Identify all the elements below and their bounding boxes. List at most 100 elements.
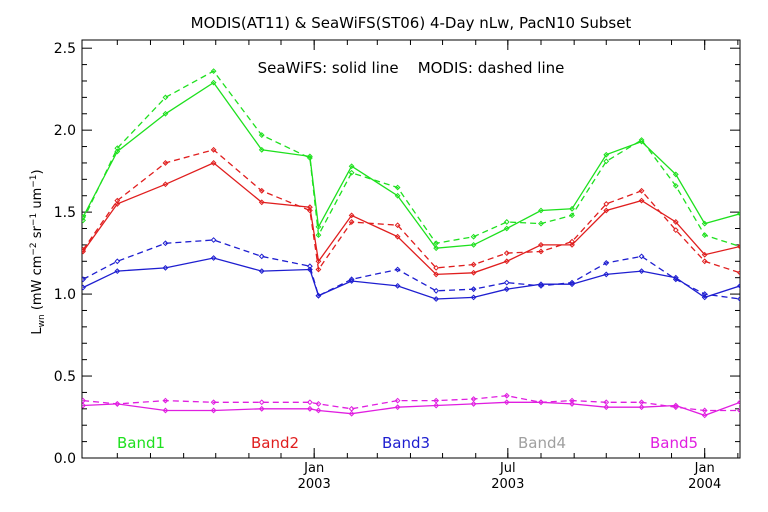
data-point [210, 68, 217, 75]
series-line [82, 257, 740, 300]
y-axis: 0.0 0.5 1.0 1.5 2.0 2.5 [54, 41, 740, 467]
data-point [82, 276, 86, 283]
data-point [258, 253, 265, 260]
data-point [210, 237, 217, 243]
series-band1-solid [82, 79, 740, 252]
data-point [315, 407, 322, 414]
data-point [394, 282, 401, 289]
data-point [638, 138, 645, 145]
y-axis-label-exp2: −1 [29, 213, 39, 226]
data-point [258, 405, 265, 412]
data-point [433, 264, 440, 271]
data-point [503, 250, 510, 257]
data-point [701, 407, 708, 414]
y-axis-label-close: ) [30, 169, 45, 174]
y-axis-label: Lwn (mW cm−2 sr−1 um−1) [29, 169, 47, 334]
data-point [538, 248, 544, 255]
y-tick-label: 2.0 [54, 123, 76, 139]
series-band3-solid [82, 255, 740, 302]
data-point [638, 137, 645, 143]
data-point [82, 284, 86, 291]
data-point [162, 407, 169, 414]
legend-item-band5: Band5 [650, 434, 698, 452]
data-point [638, 399, 645, 406]
data-point [258, 399, 265, 406]
series-line [82, 70, 740, 248]
y-tick-label: 1.0 [54, 287, 76, 303]
data-point [503, 219, 510, 225]
data-point [503, 225, 510, 232]
data-point [348, 212, 355, 219]
series-line [82, 81, 740, 249]
data-point [162, 397, 169, 404]
data-point [672, 404, 679, 411]
series-band5-dashed [82, 392, 740, 414]
data-point [672, 219, 679, 225]
data-point [737, 243, 740, 250]
series-band1-dashed [82, 68, 740, 250]
data-point [470, 396, 477, 402]
data-point [433, 287, 440, 294]
data-point [394, 266, 401, 273]
data-point [394, 397, 401, 404]
data-point [114, 258, 121, 265]
data-point [701, 412, 708, 419]
data-point [162, 160, 169, 166]
data-point [638, 187, 645, 194]
data-point [210, 407, 217, 414]
y-axis-label-unit: (mW cm [30, 256, 45, 315]
data-point [258, 199, 265, 206]
data-point [503, 258, 510, 265]
data-point [672, 274, 679, 281]
y-tick-label: 2.5 [54, 41, 76, 57]
data-point [569, 238, 575, 245]
data-point [394, 222, 401, 229]
legend-item-band1: Band1 [117, 434, 165, 452]
series-line [83, 395, 740, 412]
data-point [315, 266, 322, 273]
data-point [394, 233, 401, 240]
y-axis-label-sr: sr [30, 225, 45, 242]
data-point [210, 146, 217, 153]
data-point [672, 227, 679, 234]
data-point [701, 291, 708, 297]
x-tick-month-label: Jul [499, 461, 516, 476]
data-point [603, 260, 610, 266]
data-point [306, 153, 313, 160]
data-point [538, 282, 544, 289]
series-layer [82, 68, 740, 419]
data-point [348, 410, 355, 417]
data-point [306, 399, 313, 406]
data-point [569, 279, 575, 286]
y-axis-label-exp3: −1 [29, 174, 39, 187]
x-tick-year-label: 2003 [298, 477, 331, 492]
data-point [162, 181, 169, 188]
data-point [433, 397, 440, 404]
y-tick-label: 1.5 [54, 205, 76, 221]
data-point [82, 217, 86, 224]
data-point [470, 269, 477, 276]
data-point [210, 160, 217, 166]
data-point [394, 192, 401, 199]
data-point [258, 268, 265, 275]
data-point [603, 158, 610, 165]
data-point [433, 240, 440, 247]
data-point [82, 397, 86, 404]
data-point [348, 276, 355, 283]
y-axis-label-um: um [30, 188, 45, 213]
data-point [672, 182, 679, 189]
data-point [348, 405, 355, 412]
data-point [348, 163, 355, 170]
data-point [569, 205, 575, 212]
data-point [603, 201, 610, 207]
data-point [638, 268, 645, 275]
data-point [306, 207, 313, 214]
data-point [82, 246, 86, 253]
data-point [603, 404, 610, 411]
data-point [538, 207, 544, 214]
data-point [258, 187, 265, 194]
data-point [470, 286, 477, 293]
data-point [114, 145, 121, 152]
data-point [210, 399, 217, 406]
